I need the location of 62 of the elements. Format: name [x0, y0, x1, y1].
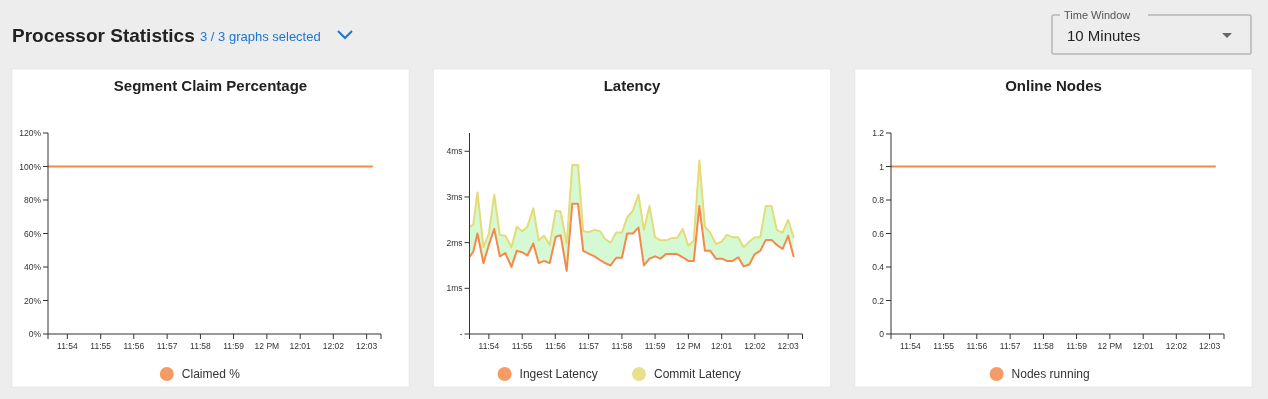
y-tick-label: 0.8	[872, 195, 885, 205]
y-tick-label: 100%	[19, 161, 42, 172]
line-series	[468, 202, 795, 272]
chart-title: Latency	[603, 77, 661, 94]
y-tick-label: 120%	[19, 128, 42, 138]
y-tick-label: 1.2	[872, 128, 885, 138]
x-tick-label: 11:55	[90, 341, 112, 351]
x-tick-label: 12:03	[1198, 341, 1221, 351]
y-tick-label: 80%	[23, 195, 42, 205]
x-tick-label: 11:58	[1033, 341, 1055, 351]
y-tick-label: 60%	[23, 228, 42, 239]
x-tick-label: 11:59	[1066, 341, 1088, 351]
x-tick-label: 11:58	[611, 341, 633, 351]
x-tick-label: 11:57	[578, 341, 600, 351]
x-tick-label: 11:55	[933, 341, 955, 351]
text: Time Window	[1064, 9, 1131, 21]
y-tick-label: 4ms	[446, 146, 463, 157]
x-tick-label: 11:59	[644, 341, 666, 351]
x-tick-label: 12:03	[777, 341, 800, 351]
legend-label: Claimed %	[181, 367, 241, 381]
x-tick-label: 12:01	[289, 341, 312, 351]
legend-label: Nodes running	[1011, 367, 1090, 381]
y-tick-label: -	[459, 329, 463, 339]
y-tick-label: 1ms	[446, 283, 463, 294]
y-tick-label: 0.6	[872, 228, 885, 239]
text: 10 Minutes	[1067, 27, 1141, 44]
text: Processor Statistics	[12, 25, 195, 46]
x-tick-label: 11:57	[999, 341, 1021, 351]
x-tick-label: 11:54	[478, 341, 500, 351]
x-tick-label: 12:02	[744, 341, 766, 351]
y-tick-label: 40%	[23, 262, 42, 272]
x-tick-label: 11:56	[544, 341, 566, 351]
x-tick-label: 11:59	[223, 341, 245, 351]
x-tick-label: 11:56	[966, 341, 988, 351]
x-tick-label: 11:54	[57, 341, 78, 351]
chart-title: Segment Claim Percentage	[113, 77, 308, 94]
line-series	[468, 159, 795, 249]
x-tick-label: 12:01	[711, 341, 733, 351]
x-tick-label: 11:56	[123, 341, 145, 351]
chart-title: Online Nodes	[1005, 77, 1102, 94]
x-tick-label: 12:02	[1165, 341, 1188, 351]
legend-label: Commit Latency	[654, 367, 741, 381]
x-tick-label: 11:58	[190, 341, 212, 351]
y-tick-label: 3ms	[446, 191, 463, 202]
x-tick-label: 11:54	[900, 341, 921, 351]
x-tick-label: 12:02	[322, 341, 345, 351]
x-tick-label: 12:03	[355, 341, 378, 351]
y-tick-label: 0.2	[872, 295, 885, 306]
y-tick-label: 0.4	[872, 262, 885, 272]
x-tick-label: 11:57	[156, 341, 178, 351]
y-tick-label: 20%	[23, 295, 42, 306]
y-tick-label: 2ms	[446, 237, 463, 248]
x-tick-label: 12:01	[1132, 341, 1155, 351]
text: 3 / 3 graphs selected	[200, 29, 321, 44]
x-tick-label: 12 PM	[1097, 341, 1123, 351]
x-tick-label: 12 PM	[676, 341, 701, 351]
legend-label: Ingest Latency	[519, 367, 598, 381]
y-tick-label: 0%	[28, 329, 42, 339]
y-tick-label: 0	[879, 329, 885, 339]
x-tick-label: 12 PM	[254, 341, 280, 351]
x-tick-label: 11:55	[511, 341, 533, 351]
y-tick-label: 1	[879, 161, 885, 172]
